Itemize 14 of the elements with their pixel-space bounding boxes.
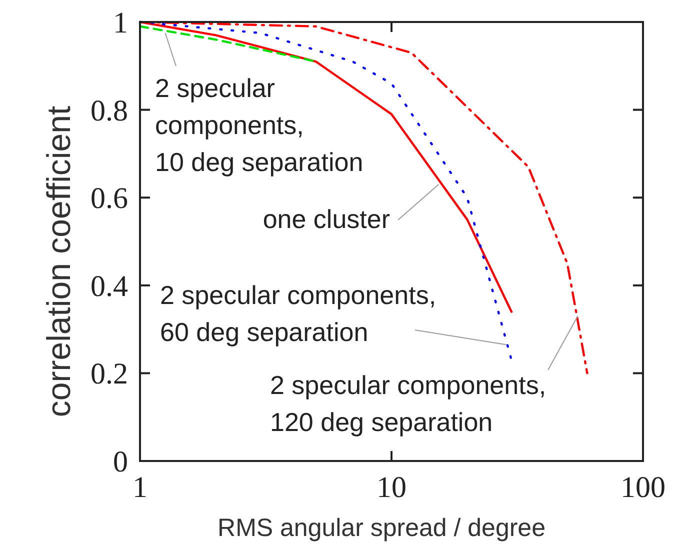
y-tick-label: 1 — [113, 6, 128, 40]
x-tick-label: 10 — [376, 471, 406, 504]
x-tick-label: 100 — [620, 471, 666, 504]
annotation: 2 specular components, 120 deg separation — [270, 370, 546, 437]
y-axis-title: correlation coefficient — [40, 106, 77, 418]
y-tick-label: 0.2 — [90, 358, 128, 391]
y-tick-label: 0 — [113, 446, 128, 478]
annotation: 2 specular components, 60 deg separation — [160, 280, 436, 347]
y-tick-label: 0.8 — [90, 94, 128, 128]
x-axis-title: RMS angular spread / degree — [218, 514, 546, 542]
y-tick-label: 0.4 — [90, 270, 128, 303]
y-tick-label: 0.6 — [90, 182, 128, 216]
annotation: 2 specular components, 10 deg separation — [155, 73, 364, 177]
annotation: one cluster — [262, 204, 390, 234]
